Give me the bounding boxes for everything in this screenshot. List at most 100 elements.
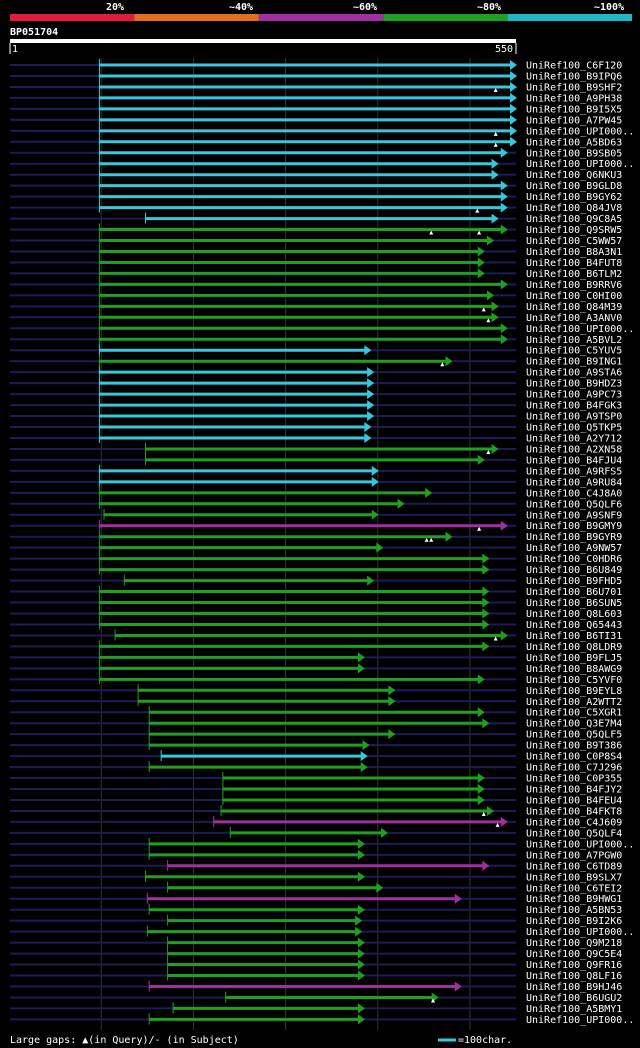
hit-label[interactable]: UniRef100_B4FKT8: [526, 806, 622, 817]
hit-label[interactable]: UniRef100_C0P355: [526, 774, 622, 785]
hit-label[interactable]: UniRef100_B9SLX7: [526, 872, 622, 883]
hit-label[interactable]: UniRef100_Q9M218: [526, 938, 622, 949]
hit-label[interactable]: UniRef100_C5WW57: [526, 236, 622, 247]
hit-label[interactable]: UniRef100_Q9C5E4: [526, 949, 622, 960]
hit-label[interactable]: UniRef100_Q5QLF5: [526, 730, 622, 741]
hit-label[interactable]: UniRef100_C5YVF0: [526, 675, 622, 686]
hit-row: UniRef100_B9SLX7: [10, 870, 622, 883]
hit-arrowhead: [357, 904, 365, 915]
hit-arrowhead: [357, 1003, 365, 1014]
hit-label[interactable]: UniRef100_A9PC73: [526, 390, 622, 401]
hit-label[interactable]: UniRef100_B9T386: [526, 741, 622, 752]
hit-label[interactable]: UniRef100_Q3E7M4: [526, 719, 622, 730]
hit-label[interactable]: UniRef100_A5BVL2: [526, 335, 622, 346]
hit-label[interactable]: UniRef100_UPI000..: [526, 324, 634, 335]
hit-label[interactable]: UniRef100_C5YUV5: [526, 346, 622, 357]
hit-row: UniRef100_C5WW57: [10, 234, 622, 247]
hit-row: UniRef100_UPI000..: [10, 322, 634, 335]
hit-label[interactable]: UniRef100_A9STA6: [526, 368, 622, 379]
hit-label[interactable]: UniRef100_B9IPQ6: [526, 71, 622, 82]
hit-arrowhead: [388, 729, 396, 740]
hit-label[interactable]: UniRef100_A7PW45: [526, 115, 622, 126]
hit-label[interactable]: UniRef100_B6TI31: [526, 631, 622, 642]
hit-label[interactable]: UniRef100_UPI000..: [526, 126, 634, 137]
hit-label[interactable]: UniRef100_B9I5X5: [526, 104, 622, 115]
hit-label[interactable]: UniRef100_Q84JV8: [526, 203, 622, 214]
hit-label[interactable]: UniRef100_Q65443: [526, 620, 622, 631]
hit-label[interactable]: UniRef100_A9PH38: [526, 93, 622, 104]
hit-label[interactable]: UniRef100_B9HJ46: [526, 982, 622, 993]
hit-label[interactable]: UniRef100_UPI000..: [526, 159, 634, 170]
hit-label[interactable]: UniRef100_B9I2K6: [526, 916, 622, 927]
hit-arrowhead: [360, 751, 368, 762]
hit-label[interactable]: UniRef100_Q8L603: [526, 609, 622, 620]
hit-label[interactable]: UniRef100_A2WTT2: [526, 697, 622, 708]
hit-label[interactable]: UniRef100_A9TSP0: [526, 412, 622, 423]
hit-label[interactable]: UniRef100_Q9C8A5: [526, 214, 622, 225]
hit-label[interactable]: UniRef100_A9RU84: [526, 477, 622, 488]
svg-text:Large gaps: ▲(in Query)/- (in: Large gaps: ▲(in Query)/- (in Subject): [10, 1035, 239, 1046]
hit-arrowhead: [500, 202, 508, 213]
hit-label[interactable]: UniRef100_B9EYL8: [526, 686, 622, 697]
hit-label[interactable]: UniRef100_A9SNF9: [526, 510, 622, 521]
hit-label[interactable]: UniRef100_B9GLD8: [526, 181, 622, 192]
hit-label[interactable]: UniRef100_B9RRV6: [526, 280, 622, 291]
hit-label[interactable]: UniRef100_B6TLM2: [526, 269, 622, 280]
hit-label[interactable]: UniRef100_C4J609: [526, 817, 622, 828]
hit-label[interactable]: UniRef100_B9GMY9: [526, 521, 622, 532]
hit-label[interactable]: UniRef100_B9GY62: [526, 192, 622, 203]
hit-label[interactable]: UniRef100_A7PGW0: [526, 850, 622, 861]
hit-label[interactable]: UniRef100_A2Y712: [526, 433, 622, 444]
hit-label[interactable]: UniRef100_B6U849: [526, 565, 622, 576]
hit-label[interactable]: UniRef100_Q8LF16: [526, 971, 622, 982]
hit-label[interactable]: UniRef100_Q5QLF4: [526, 828, 622, 839]
hit-label[interactable]: UniRef100_Q8LDR9: [526, 642, 622, 653]
hit-label[interactable]: UniRef100_Q84M39: [526, 302, 622, 313]
hit-label[interactable]: UniRef100_B9ING1: [526, 357, 622, 368]
hit-label[interactable]: UniRef100_A9RFS5: [526, 466, 622, 477]
hit-label[interactable]: UniRef100_A9NW57: [526, 543, 622, 554]
hit-label[interactable]: UniRef100_B9FHD5: [526, 576, 622, 587]
hit-label[interactable]: UniRef100_A5BN53: [526, 905, 622, 916]
hit-label[interactable]: UniRef100_B6SUN5: [526, 598, 622, 609]
hit-label[interactable]: UniRef100_B4FGK3: [526, 401, 622, 412]
hit-label[interactable]: UniRef100_UPI000..: [526, 927, 634, 938]
hit-arrowhead: [357, 849, 365, 860]
hit-label[interactable]: UniRef100_Q5QLF6: [526, 499, 622, 510]
hit-label[interactable]: UniRef100_Q9SRW5: [526, 225, 622, 236]
hit-label[interactable]: UniRef100_C5XGR1: [526, 708, 622, 719]
hit-label[interactable]: UniRef100_C0HI00: [526, 291, 622, 302]
hit-label[interactable]: UniRef100_C6TEI2: [526, 883, 622, 894]
hit-label[interactable]: UniRef100_A2XN58: [526, 444, 622, 455]
hit-label[interactable]: UniRef100_Q6NKU3: [526, 170, 622, 181]
hit-label[interactable]: UniRef100_B9GYR9: [526, 532, 622, 543]
hit-label[interactable]: UniRef100_C0HDR6: [526, 554, 622, 565]
hit-label[interactable]: UniRef100_B8A3N1: [526, 247, 622, 258]
hit-label[interactable]: UniRef100_B9FLJ5: [526, 653, 622, 664]
hit-label[interactable]: UniRef100_B9HWG1: [526, 894, 622, 905]
hit-label[interactable]: UniRef100_Q9FR16: [526, 960, 622, 971]
hit-label[interactable]: UniRef100_C4J8A0: [526, 488, 622, 499]
hit-label[interactable]: UniRef100_B4FJU4: [526, 455, 622, 466]
hit-label[interactable]: UniRef100_B9SB05: [526, 148, 622, 159]
hit-arrowhead: [500, 279, 508, 290]
hit-label[interactable]: UniRef100_B4FJY2: [526, 785, 622, 796]
hit-label[interactable]: UniRef100_B4FEU4: [526, 795, 622, 806]
hit-label[interactable]: UniRef100_C6TD89: [526, 861, 622, 872]
hit-label[interactable]: UniRef100_C6F120: [526, 61, 622, 72]
hit-arrowhead: [376, 542, 384, 553]
hit-label[interactable]: UniRef100_A5BD63: [526, 137, 622, 148]
hit-label[interactable]: UniRef100_C0P8S4: [526, 752, 622, 763]
hit-label[interactable]: UniRef100_UPI000..: [526, 1015, 634, 1026]
hit-label[interactable]: UniRef100_A3ANV0: [526, 313, 622, 324]
hit-label[interactable]: UniRef100_B6U701: [526, 587, 622, 598]
hit-label[interactable]: UniRef100_B9HDZ3: [526, 379, 622, 390]
hit-label[interactable]: UniRef100_A5BMY1: [526, 1004, 622, 1015]
hit-label[interactable]: UniRef100_B6UGU2: [526, 993, 622, 1004]
hit-label[interactable]: UniRef100_B4FUT8: [526, 258, 622, 269]
hit-label[interactable]: UniRef100_B8AWG9: [526, 664, 622, 675]
hit-label[interactable]: UniRef100_Q5TKP5: [526, 423, 622, 434]
hit-label[interactable]: UniRef100_UPI000..: [526, 839, 634, 850]
hit-label[interactable]: UniRef100_B9SHF2: [526, 82, 622, 93]
hit-label[interactable]: UniRef100_C7J296: [526, 763, 622, 774]
